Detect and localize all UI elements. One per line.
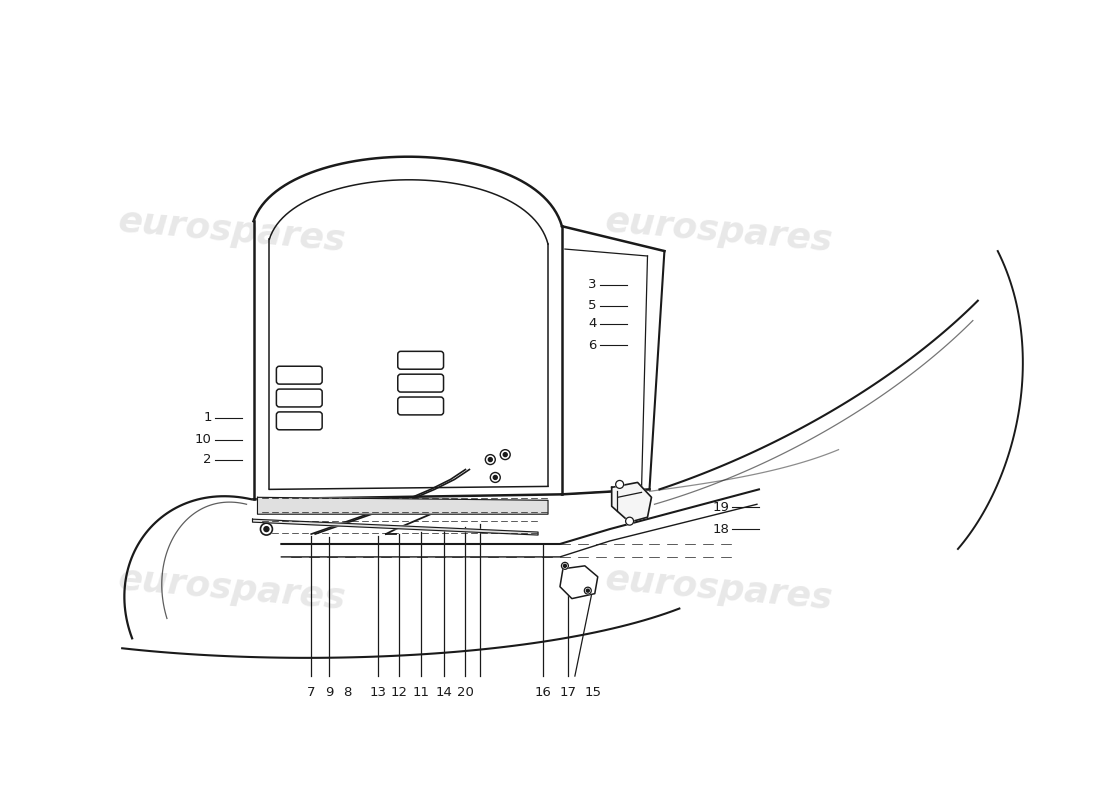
Circle shape <box>485 454 495 465</box>
FancyBboxPatch shape <box>398 374 443 392</box>
Text: 15: 15 <box>584 686 602 699</box>
Text: 12: 12 <box>390 686 407 699</box>
Circle shape <box>503 453 507 457</box>
Circle shape <box>500 450 510 459</box>
Text: 18: 18 <box>712 522 729 535</box>
Text: 19: 19 <box>712 501 729 514</box>
Polygon shape <box>560 566 597 598</box>
FancyBboxPatch shape <box>276 389 322 407</box>
Text: 6: 6 <box>588 339 597 352</box>
Text: 14: 14 <box>436 686 452 699</box>
Text: 10: 10 <box>195 434 211 446</box>
Circle shape <box>488 458 493 462</box>
Text: 4: 4 <box>588 317 597 330</box>
FancyBboxPatch shape <box>398 397 443 415</box>
Text: 7: 7 <box>307 686 316 699</box>
Text: 5: 5 <box>588 299 597 312</box>
Circle shape <box>584 587 592 594</box>
Text: 17: 17 <box>560 686 576 699</box>
Circle shape <box>561 562 569 570</box>
Polygon shape <box>257 498 548 514</box>
Polygon shape <box>253 519 538 535</box>
FancyBboxPatch shape <box>276 366 322 384</box>
Text: 3: 3 <box>588 278 597 291</box>
Text: eurospares: eurospares <box>604 562 835 615</box>
Circle shape <box>491 473 501 482</box>
Text: 8: 8 <box>343 686 351 699</box>
FancyBboxPatch shape <box>276 412 322 430</box>
Text: eurospares: eurospares <box>117 204 346 258</box>
Circle shape <box>261 523 273 535</box>
Text: eurospares: eurospares <box>117 562 346 615</box>
Text: 13: 13 <box>370 686 386 699</box>
Text: eurospares: eurospares <box>604 204 835 258</box>
Text: 1: 1 <box>204 411 211 424</box>
Circle shape <box>626 517 634 525</box>
FancyBboxPatch shape <box>398 351 443 370</box>
Circle shape <box>586 589 590 592</box>
Text: 2: 2 <box>204 453 211 466</box>
Text: 16: 16 <box>535 686 551 699</box>
Circle shape <box>264 526 268 531</box>
Text: 11: 11 <box>412 686 429 699</box>
Text: 9: 9 <box>324 686 333 699</box>
Circle shape <box>563 564 566 567</box>
Polygon shape <box>612 482 651 522</box>
Circle shape <box>616 481 624 488</box>
Circle shape <box>493 475 497 479</box>
Text: 20: 20 <box>456 686 474 699</box>
